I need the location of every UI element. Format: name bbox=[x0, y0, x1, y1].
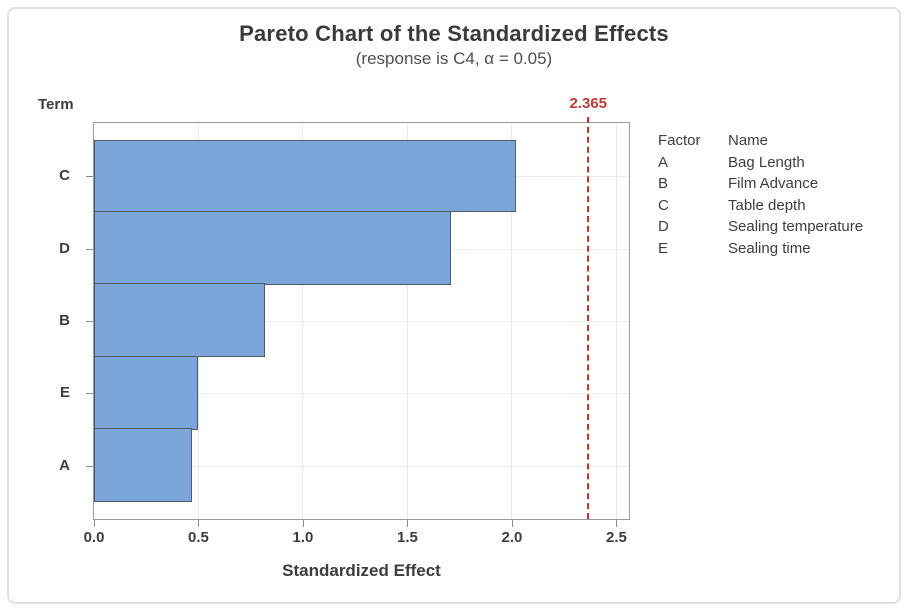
y-axis-tick bbox=[86, 176, 93, 178]
bar-A bbox=[94, 428, 193, 502]
factor-legend: Factor Name A Bag Length B Film Advance C Table… bbox=[658, 130, 863, 260]
y-axis-tick bbox=[86, 465, 93, 467]
x-axis-tick bbox=[407, 520, 409, 527]
bar-E bbox=[94, 355, 199, 430]
y-axis-title: Term bbox=[38, 96, 74, 113]
y-category-label: D bbox=[59, 239, 70, 257]
x-tick-label: 0.0 bbox=[83, 529, 105, 546]
legend-factor-name: Table depth bbox=[728, 196, 806, 214]
x-tick-label: 2.0 bbox=[501, 529, 523, 546]
reference-line-label: 2.365 bbox=[569, 95, 607, 112]
legend-factor-name: Sealing temperature bbox=[728, 218, 864, 236]
x-tick-label: 1.0 bbox=[292, 529, 314, 546]
legend-factor-name: Film Advance bbox=[728, 175, 819, 193]
legend-factor-name: Bag Length bbox=[728, 153, 805, 171]
bar-C bbox=[94, 140, 517, 213]
y-category-label: A bbox=[59, 456, 70, 474]
legend-factor-code: E bbox=[658, 239, 669, 257]
x-axis-tick bbox=[302, 520, 304, 527]
legend-factor-code: A bbox=[658, 153, 669, 171]
x-axis-title: Standardized Effect bbox=[282, 561, 441, 580]
x-tick-label: 1.5 bbox=[397, 529, 418, 546]
legend-factor-code: B bbox=[658, 175, 669, 193]
legend-factor-code: C bbox=[658, 196, 669, 214]
x-tick-label: 2.5 bbox=[606, 529, 627, 546]
legend-factor-code: D bbox=[658, 218, 669, 236]
legend-header-row: Factor Name bbox=[658, 130, 863, 152]
plot-area bbox=[93, 117, 630, 520]
x-tick-label: 0.5 bbox=[188, 529, 209, 546]
x-axis-tick bbox=[94, 520, 95, 527]
legend-row-A: A Bag Length bbox=[658, 152, 863, 174]
legend-row-E: E Sealing time bbox=[658, 238, 863, 260]
y-category-label: C bbox=[59, 167, 70, 185]
y-axis-tick bbox=[86, 321, 93, 322]
reference-line bbox=[587, 117, 590, 519]
y-axis-tick bbox=[86, 393, 93, 395]
legend-row-D: D Sealing temperature bbox=[658, 216, 863, 238]
x-axis-tick bbox=[198, 520, 200, 527]
legend-factor-name: Sealing time bbox=[728, 239, 811, 257]
x-axis-tick bbox=[616, 520, 618, 527]
bar-B bbox=[94, 283, 266, 358]
y-category-label: B bbox=[59, 312, 70, 329]
bar-D bbox=[94, 210, 452, 285]
horizontal-gridline bbox=[94, 465, 629, 467]
horizontal-gridline bbox=[94, 393, 629, 395]
legend-header-factor: Factor bbox=[658, 132, 701, 149]
legend-row-C: C Table depth bbox=[658, 195, 863, 217]
y-axis-tick bbox=[86, 248, 93, 250]
horizontal-gridline bbox=[94, 321, 629, 322]
legend-header-name: Name bbox=[728, 132, 769, 149]
x-axis-tick bbox=[511, 520, 513, 527]
y-category-label: E bbox=[59, 384, 70, 402]
chart-title: Pareto Chart of the Standardized Effects bbox=[239, 21, 669, 46]
chart-subtitle: (response is C4, α = 0.05) bbox=[355, 49, 553, 68]
legend-row-B: B Film Advance bbox=[658, 173, 863, 195]
